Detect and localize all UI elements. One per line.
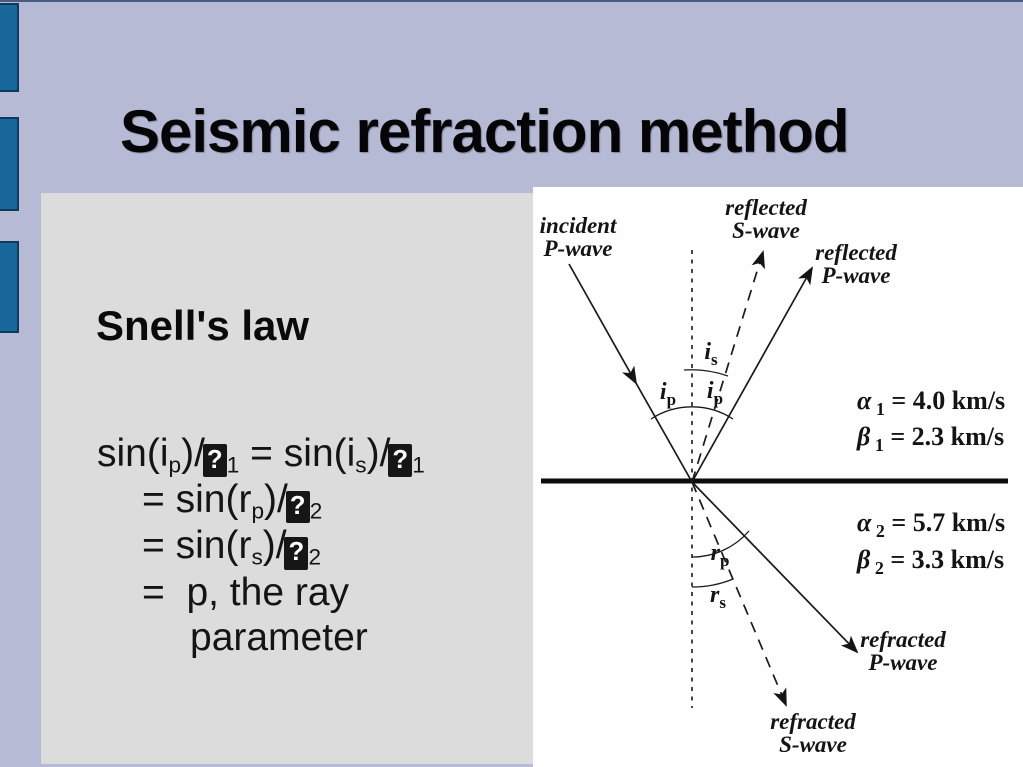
wave-label-reflected-p-wave: reflected P-wave <box>815 240 897 288</box>
angle-label-angle-is: is <box>704 339 718 369</box>
incident-p-ray <box>631 375 693 483</box>
angle-label-angle-ip-left: ip <box>659 379 677 409</box>
velocity-beta2: β 2 = 3.3 km/s <box>857 545 1005 579</box>
missing-glyph-box: ? <box>202 444 227 478</box>
missing-glyph-box: ? <box>388 444 413 478</box>
velocity-alpha2: α 2 = 5.7 km/s <box>857 508 1006 542</box>
missing-glyph-box: ? <box>285 490 310 524</box>
accent-bar <box>0 117 19 211</box>
reflected-p-ray <box>691 266 813 483</box>
slide-title: Seismic refraction method <box>120 98 850 165</box>
equation-line: = p, the ray <box>142 570 350 614</box>
reflected-s-ray <box>691 250 765 483</box>
accent-bar <box>0 3 19 92</box>
top-edge-line <box>0 0 1023 2</box>
equation-line: sin(ip)/? 1 = sin(is)/? 1 <box>97 432 425 478</box>
angle-label-angle-ip-right: ip <box>706 378 724 408</box>
angle-arc-rs <box>691 578 734 588</box>
snells-law-heading: Snell's law <box>96 302 310 349</box>
accent-bar <box>0 241 19 333</box>
wave-label-refracted-s-wave: refracted S-wave <box>770 709 856 757</box>
refracted-s-ray <box>691 481 787 707</box>
wave-label-reflected-s-wave: reflected S-wave <box>725 195 807 243</box>
angle-arc-ip <box>650 406 734 420</box>
equation-line: = sin(rs)/? 2 <box>142 524 322 570</box>
equation-line: parameter <box>190 615 368 659</box>
missing-glyph-box: ? <box>284 536 309 570</box>
velocity-alpha1: α 1 = 4.0 km/s <box>857 386 1006 420</box>
diagram-panel <box>533 187 1023 767</box>
equation-line: = sin(rp)/? 2 <box>142 478 323 524</box>
wave-label-incident-p-wave: incident P-wave <box>539 213 617 261</box>
incident-p-ray <box>568 263 637 385</box>
wave-label-refracted-p-wave: refracted P-wave <box>860 627 946 675</box>
equation-block: sin(ip)/? 1 = sin(is)/? 1 = sin(rp)/? 2 = sin… <box>97 431 425 660</box>
velocity-beta1: β 1 = 2.3 km/s <box>857 422 1005 456</box>
angle-arc-is <box>683 369 729 377</box>
angle-label-angle-rp: rp <box>710 540 730 570</box>
angle-label-angle-rs: rs <box>710 582 726 612</box>
refracted-p-ray <box>691 481 859 654</box>
angle-arc-rp <box>691 530 750 558</box>
